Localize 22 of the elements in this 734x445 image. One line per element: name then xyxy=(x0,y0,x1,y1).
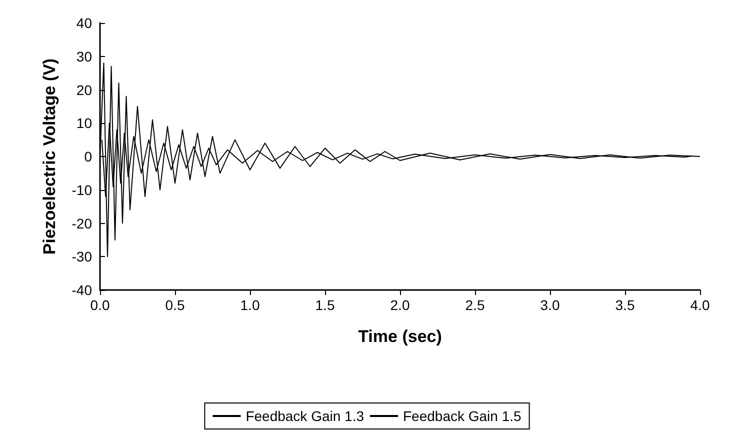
y-tick-label: -40 xyxy=(72,282,92,298)
y-tick-label: 10 xyxy=(76,115,92,132)
y-tick-label: 30 xyxy=(76,48,92,64)
y-tick-label: 0 xyxy=(84,148,92,164)
x-tick-label: 3.0 xyxy=(540,297,560,313)
y-tick-label: 40 xyxy=(76,15,92,31)
x-tick-label: 0.5 xyxy=(165,297,185,313)
x-tick-label: 3.5 xyxy=(615,297,635,313)
x-tick-label: 1.5 xyxy=(315,297,335,313)
x-tick-label: 1.0 xyxy=(240,297,260,313)
x-tick-label: 4.0 xyxy=(690,297,710,313)
x-tick-label: 0.0 xyxy=(90,297,110,313)
y-tick-label: -20 xyxy=(72,215,92,232)
y-tick-label: -30 xyxy=(72,248,92,265)
y-axis-title: Piezoelectric Voltage (V) xyxy=(40,58,59,255)
y-tick-label: -10 xyxy=(72,182,92,198)
legend-label: Feedback Gain 1.3 xyxy=(246,408,364,424)
y-tick-label: 20 xyxy=(76,82,92,98)
legend-label: Feedback Gain 1.5 xyxy=(403,408,522,424)
x-axis-title: Time (sec) xyxy=(358,327,442,346)
x-tick-label: 2.5 xyxy=(465,297,485,313)
x-tick-label: 2.0 xyxy=(390,297,410,313)
